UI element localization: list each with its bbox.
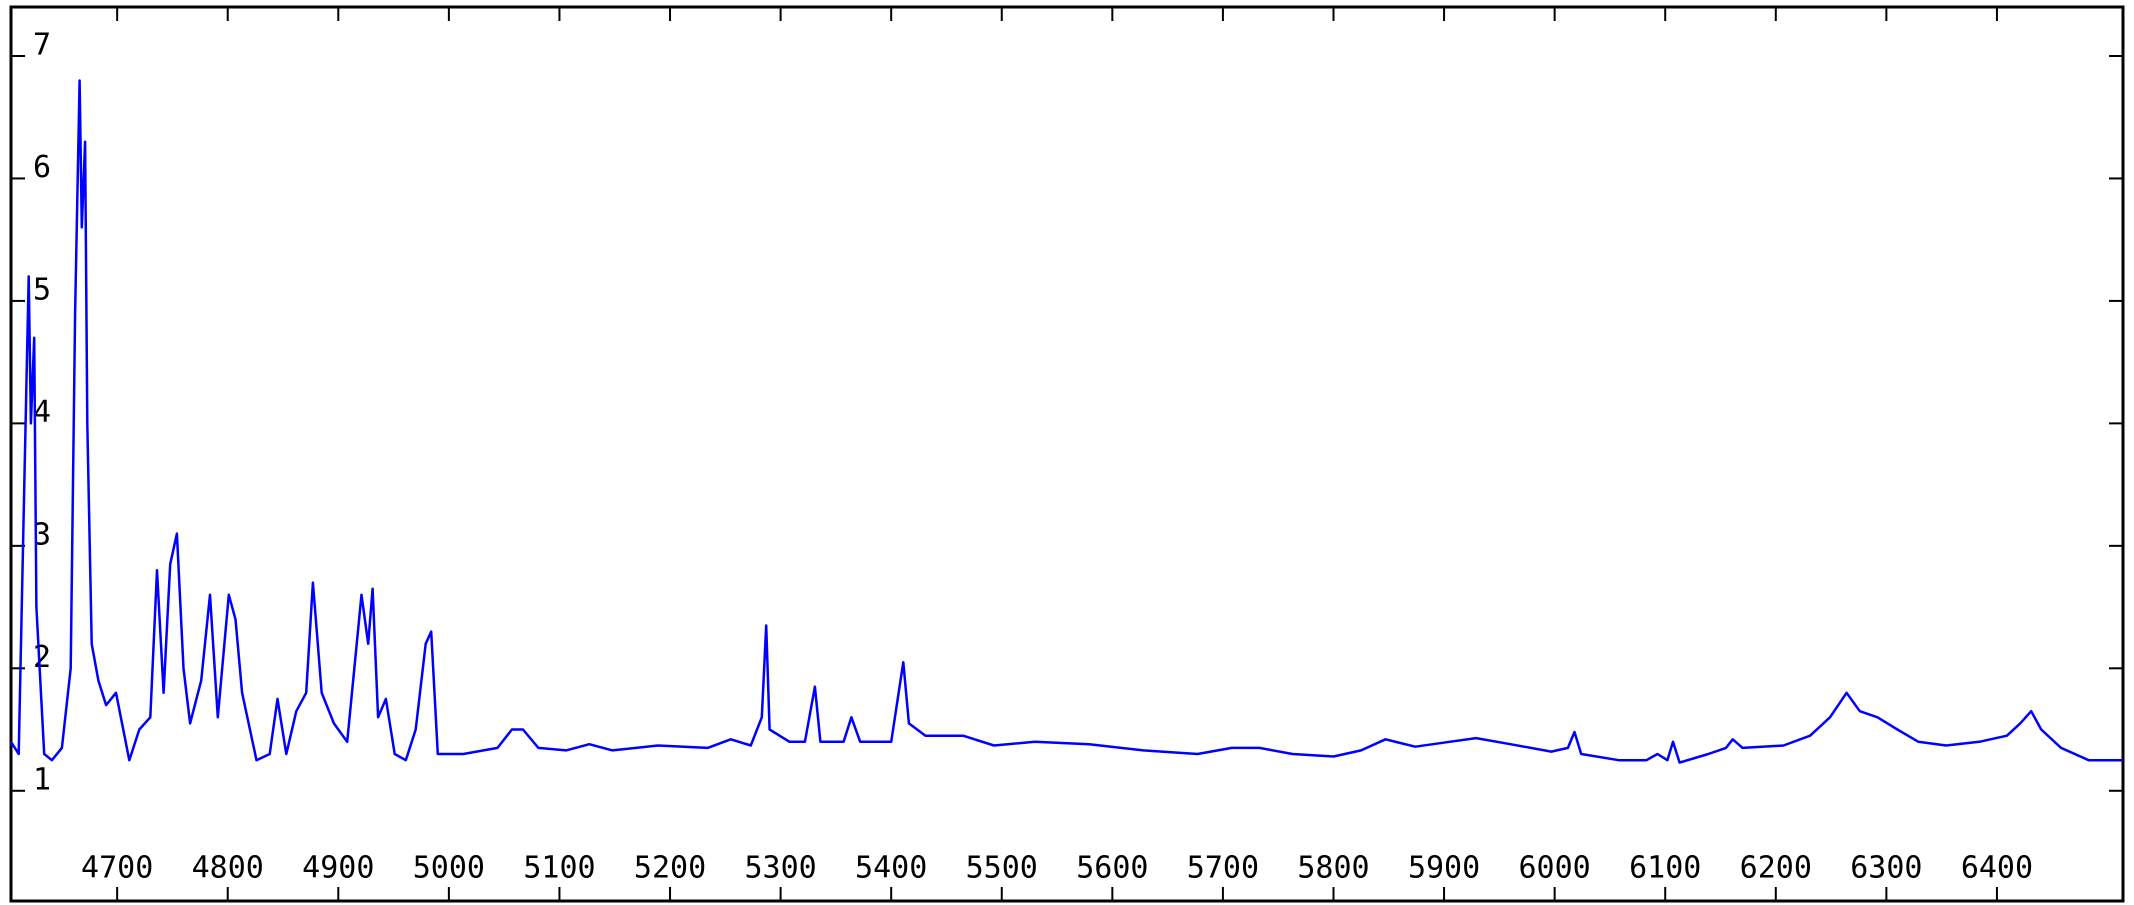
- x-tick-label: 4700: [81, 851, 153, 886]
- x-tick-label: 6400: [1961, 851, 2033, 886]
- x-tick-label: 5900: [1408, 851, 1480, 886]
- x-tick-label: 5100: [523, 851, 595, 886]
- x-tick-label: 5800: [1297, 851, 1369, 886]
- y-tick-label: 3: [33, 517, 51, 552]
- x-tick-label: 6100: [1629, 851, 1701, 886]
- x-tick-label: 5300: [744, 851, 816, 886]
- x-tick-label: 4900: [302, 851, 374, 886]
- y-tick-label: 7: [33, 27, 51, 62]
- x-tick-label: 5200: [634, 851, 706, 886]
- y-tick-label: 6: [33, 150, 51, 185]
- y-tick-label: 1: [33, 762, 51, 797]
- x-tick-label: 6300: [1850, 851, 1922, 886]
- plot-frame: [9, 5, 2125, 903]
- x-tick-label: 5700: [1187, 851, 1259, 886]
- y-tick-label: 4: [33, 395, 51, 430]
- x-tick-label: 6000: [1519, 851, 1591, 886]
- x-tick-label: 5600: [1076, 851, 1148, 886]
- x-tick-label: 6200: [1740, 851, 1812, 886]
- spectrum-line: [9, 79, 2123, 764]
- x-tick-label: 4800: [192, 851, 264, 886]
- x-tick-label: 5000: [413, 851, 485, 886]
- y-tick-label: 5: [33, 272, 51, 307]
- y-tick-label: 2: [33, 640, 51, 675]
- x-tick-label: 5500: [966, 851, 1038, 886]
- x-tick-label: 5400: [855, 851, 927, 886]
